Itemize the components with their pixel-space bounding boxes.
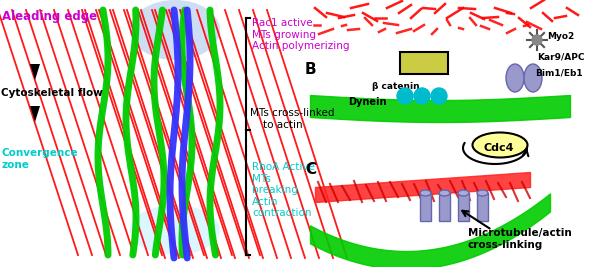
Bar: [477, 193, 488, 221]
Ellipse shape: [130, 205, 220, 255]
Circle shape: [397, 88, 413, 104]
Text: Microtubule/actin
cross-linking: Microtubule/actin cross-linking: [468, 228, 572, 250]
Ellipse shape: [524, 64, 542, 92]
Ellipse shape: [477, 190, 488, 196]
Text: Dynein: Dynein: [348, 97, 386, 107]
Text: C: C: [305, 162, 316, 177]
Text: Myo2: Myo2: [547, 32, 574, 41]
Text: Bim1/Eb1: Bim1/Eb1: [535, 68, 582, 77]
Bar: [458, 193, 469, 221]
Polygon shape: [30, 106, 40, 122]
Text: MTs cross-linked
    to actin: MTs cross-linked to actin: [250, 108, 335, 129]
Circle shape: [532, 35, 542, 45]
Text: B: B: [305, 62, 317, 77]
Circle shape: [431, 88, 447, 104]
Bar: [420, 193, 431, 221]
Ellipse shape: [473, 132, 527, 158]
Circle shape: [414, 88, 430, 104]
Polygon shape: [30, 64, 40, 80]
Ellipse shape: [458, 190, 469, 196]
Ellipse shape: [420, 190, 431, 196]
Ellipse shape: [130, 0, 220, 60]
Text: Convergence
zone: Convergence zone: [2, 148, 78, 170]
Text: Aleading edge: Aleading edge: [2, 10, 97, 23]
Text: RhoA Active
MTs
breaking
Actin
contraction: RhoA Active MTs breaking Actin contracti…: [252, 162, 315, 218]
Text: Cytoskeletal flow: Cytoskeletal flow: [1, 88, 103, 98]
Text: Kar9/APC: Kar9/APC: [537, 52, 585, 61]
Ellipse shape: [506, 64, 524, 92]
Bar: [400, 52, 448, 74]
Text: Cdc4: Cdc4: [483, 143, 513, 153]
Text: β catenin: β catenin: [372, 82, 419, 91]
Bar: [439, 193, 450, 221]
Ellipse shape: [439, 190, 450, 196]
Text: Rac1 active
MTs growing
Actin polymerizing: Rac1 active MTs growing Actin polymerizi…: [252, 18, 349, 51]
